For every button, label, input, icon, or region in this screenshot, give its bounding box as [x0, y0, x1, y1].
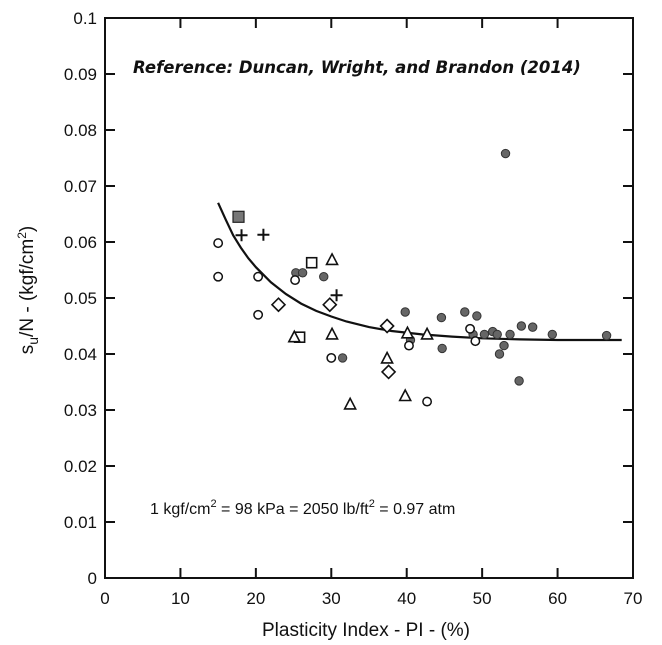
y-tick-label: 0.01 [64, 513, 97, 532]
data-point-open-triangle [400, 325, 415, 339]
data-point-filled-circle [499, 340, 509, 351]
data-point-filled-circle [527, 322, 538, 332]
data-point-open-triangle [325, 252, 339, 266]
data-point-open-circle [404, 340, 414, 351]
data-point-open-diamond [380, 364, 397, 380]
axis-ticks [105, 18, 633, 578]
x-tick-label: 40 [397, 589, 416, 608]
data-point-open-triangle [420, 326, 434, 340]
data-point-filled-circle [494, 349, 505, 359]
data-point-open-circle [470, 336, 481, 347]
data-point-filled-circle [601, 330, 612, 341]
x-tick-label: 10 [171, 589, 190, 608]
x-tick-label: 20 [246, 589, 265, 608]
data-point-filled-circle [479, 329, 490, 340]
data-points-layer [213, 148, 612, 410]
x-tick-label: 0 [100, 589, 109, 608]
data-point-open-triangle [343, 396, 357, 410]
y-axis-title: su/N - (kgf/cm2) [15, 226, 41, 354]
data-point-filled-circle [436, 312, 447, 323]
data-point-open-circle [290, 275, 301, 286]
data-point-filled-circle [297, 268, 308, 278]
y-tick-label: 0.09 [64, 65, 97, 84]
data-point-filled-circle [460, 307, 470, 317]
y-tick-label: 0.02 [64, 457, 97, 476]
data-point-filled-circle [437, 343, 447, 354]
y-tick-label: 0.04 [64, 345, 97, 364]
data-point-filled-circle [514, 376, 524, 386]
y-tick-label: 0.03 [64, 401, 97, 420]
x-tick-label: 30 [322, 589, 341, 608]
data-point-open-triangle [380, 350, 394, 364]
data-point-open-circle [213, 271, 224, 282]
data-point-open-diamond [322, 297, 338, 313]
data-point-plus [235, 229, 248, 242]
axis-labels: 0 10 20 30 40 50 60 70 0 0.01 0.02 0.03 0.04 0.05 0.06… [64, 9, 643, 608]
data-point-filled-square [232, 210, 245, 223]
data-point-filled-circle [516, 321, 527, 331]
data-point-filled-circle [319, 272, 329, 282]
data-point-filled-circle [400, 307, 410, 317]
data-point-open-circle [213, 238, 224, 249]
fit-curve-layer [217, 202, 622, 342]
data-point-open-circle [253, 309, 264, 320]
data-point-open-triangle [398, 388, 413, 402]
data-point-open-circle [465, 323, 476, 334]
data-point-open-circle [253, 271, 264, 282]
data-point-open-triangle [287, 329, 302, 343]
y-tick-label: 0 [88, 569, 97, 588]
data-point-filled-circle [547, 329, 557, 340]
x-tick-label: 60 [548, 589, 567, 608]
data-point-filled-circle [505, 329, 515, 340]
data-point-filled-circle [337, 353, 348, 363]
y-tick-label: 0.08 [64, 121, 97, 140]
fit-curve [217, 202, 622, 342]
y-tick-label: 0.1 [73, 9, 97, 28]
data-point-filled-circle [472, 311, 482, 321]
data-point-open-diamond [379, 318, 395, 334]
data-point-plus [330, 289, 343, 302]
data-point-open-triangle [325, 326, 339, 340]
x-axis-title: Plasticity Index - PI - (%) [262, 620, 470, 640]
data-point-open-circle [326, 352, 337, 363]
reference-annotation: Reference: Duncan, Wright, and Brandon (… [133, 58, 581, 77]
x-tick-label: 50 [473, 589, 492, 608]
plot-frame [104, 17, 634, 579]
data-point-open-circle [422, 396, 433, 407]
x-tick-label: 70 [624, 589, 643, 608]
data-point-filled-circle [500, 148, 511, 159]
y-tick-label: 0.06 [64, 233, 97, 252]
data-point-plus [257, 228, 270, 241]
data-point-filled-circle [492, 329, 502, 340]
y-tick-label: 0.05 [64, 289, 97, 308]
data-point-open-diamond [270, 297, 287, 313]
unit-conversion-annotation: 1 kgf/cm2 = 98 kPa = 2050 lb/ft2 = 0.97 … [150, 498, 455, 518]
y-tick-label: 0.07 [64, 177, 97, 196]
data-point-open-square [305, 256, 318, 269]
